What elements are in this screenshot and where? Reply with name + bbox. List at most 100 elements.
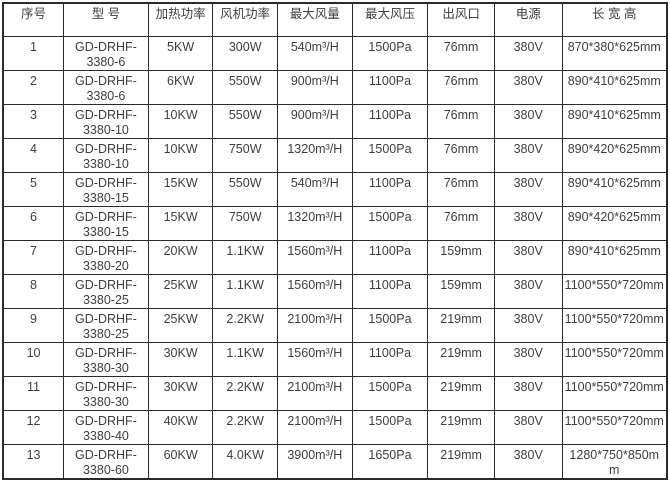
cell-power-supply: 380V — [493, 274, 563, 309]
cell-max-pressure: 1100Pa — [351, 104, 429, 139]
cell-air-outlet: 219mm — [427, 308, 495, 343]
cell-fan-power: 4.0KW — [212, 444, 278, 480]
cell-max-pressure: 1650Pa — [351, 444, 429, 480]
cell-air-outlet: 76mm — [427, 206, 495, 241]
cell-max-airflow: 900m³/H — [276, 104, 353, 139]
cell-serial-number: 1 — [2, 36, 65, 71]
cell-power-supply: 380V — [493, 376, 563, 411]
cell-model: GD-DRHF-3380-30 — [63, 376, 149, 411]
cell-serial-number: 7 — [2, 240, 65, 275]
cell-air-outlet: 76mm — [427, 70, 495, 105]
cell-power-supply: 380V — [493, 104, 563, 139]
cell-fan-power: 1.1KW — [212, 342, 278, 377]
cell-power-supply: 380V — [493, 36, 563, 71]
cell-max-airflow: 2100m³/H — [276, 410, 353, 445]
cell-model: GD-DRHF-3380-25 — [63, 274, 149, 309]
cell-fan-power: 2.2KW — [212, 308, 278, 343]
cell-model: GD-DRHF-3380-10 — [63, 104, 149, 139]
cell-heating-power: 30KW — [147, 342, 214, 377]
cell-heating-power: 60KW — [147, 444, 214, 480]
table-row: 1 GD-DRHF-3380-6 5KW 300W 540m³/H 1500Pa… — [2, 36, 668, 71]
cell-fan-power: 750W — [212, 206, 278, 241]
cell-dimensions: 1100*550*720mm — [561, 376, 668, 411]
cell-dimensions: 1280*750*850mm — [561, 444, 668, 480]
cell-max-pressure: 1100Pa — [351, 342, 429, 377]
cell-max-pressure: 1500Pa — [351, 376, 429, 411]
cell-model: GD-DRHF-3380-6 — [63, 36, 149, 71]
cell-air-outlet: 219mm — [427, 342, 495, 377]
cell-max-pressure: 1500Pa — [351, 138, 429, 173]
cell-dimensions: 1100*550*720mm — [561, 274, 668, 309]
cell-heating-power: 15KW — [147, 172, 214, 207]
cell-power-supply: 380V — [493, 410, 563, 445]
cell-fan-power: 2.2KW — [212, 376, 278, 411]
cell-max-pressure: 1500Pa — [351, 36, 429, 71]
cell-max-airflow: 900m³/H — [276, 70, 353, 105]
cell-heating-power: 10KW — [147, 138, 214, 173]
cell-heating-power: 10KW — [147, 104, 214, 139]
cell-dimensions: 1100*550*720mm — [561, 410, 668, 445]
cell-max-airflow: 1560m³/H — [276, 342, 353, 377]
cell-max-pressure: 1500Pa — [351, 206, 429, 241]
cell-max-airflow: 1560m³/H — [276, 274, 353, 309]
cell-fan-power: 550W — [212, 104, 278, 139]
cell-heating-power: 25KW — [147, 274, 214, 309]
cell-power-supply: 380V — [493, 240, 563, 275]
table-row: 5 GD-DRHF-3380-15 15KW 550W 540m³/H 1100… — [2, 172, 668, 207]
cell-max-pressure: 1500Pa — [351, 410, 429, 445]
table-row: 11 GD-DRHF-3380-30 30KW 2.2KW 2100m³/H 1… — [2, 376, 668, 411]
cell-air-outlet: 76mm — [427, 104, 495, 139]
cell-max-airflow: 2100m³/H — [276, 376, 353, 411]
column-header-heating-power: 加热功率 — [147, 2, 214, 37]
cell-power-supply: 380V — [493, 138, 563, 173]
cell-model: GD-DRHF-3380-30 — [63, 342, 149, 377]
table-row: 8 GD-DRHF-3380-25 25KW 1.1KW 1560m³/H 11… — [2, 274, 668, 309]
cell-max-airflow: 540m³/H — [276, 172, 353, 207]
column-header-fan-power: 风机功率 — [212, 2, 278, 37]
cell-serial-number: 9 — [2, 308, 65, 343]
cell-heating-power: 20KW — [147, 240, 214, 275]
cell-power-supply: 380V — [493, 342, 563, 377]
table-row: 2 GD-DRHF-3380-6 6KW 550W 900m³/H 1100Pa… — [2, 70, 668, 105]
cell-serial-number: 10 — [2, 342, 65, 377]
cell-fan-power: 1.1KW — [212, 274, 278, 309]
cell-power-supply: 380V — [493, 206, 563, 241]
cell-max-pressure: 1500Pa — [351, 308, 429, 343]
cell-dimensions: 890*420*625mm — [561, 138, 668, 173]
cell-serial-number: 6 — [2, 206, 65, 241]
cell-air-outlet: 219mm — [427, 376, 495, 411]
cell-model: GD-DRHF-3380-60 — [63, 444, 149, 480]
cell-model: GD-DRHF-3380-6 — [63, 70, 149, 105]
cell-power-supply: 380V — [493, 172, 563, 207]
cell-heating-power: 15KW — [147, 206, 214, 241]
cell-serial-number: 11 — [2, 376, 65, 411]
cell-air-outlet: 159mm — [427, 240, 495, 275]
cell-max-airflow: 1320m³/H — [276, 138, 353, 173]
column-header-max-pressure: 最大风压 — [351, 2, 429, 37]
table-header: 序号 型 号 加热功率 风机功率 最大风量 最大风压 出风口 电源 长 宽 高 — [2, 2, 668, 37]
cell-fan-power: 300W — [212, 36, 278, 71]
cell-max-airflow: 540m³/H — [276, 36, 353, 71]
table-row: 10 GD-DRHF-3380-30 30KW 1.1KW 1560m³/H 1… — [2, 342, 668, 377]
table-row: 12 GD-DRHF-3380-40 40KW 2.2KW 2100m³/H 1… — [2, 410, 668, 445]
column-header-power-supply: 电源 — [493, 2, 563, 37]
cell-fan-power: 2.2KW — [212, 410, 278, 445]
table-row: 9 GD-DRHF-3380-25 25KW 2.2KW 2100m³/H 15… — [2, 308, 668, 343]
cell-serial-number: 13 — [2, 444, 65, 480]
cell-max-pressure: 1100Pa — [351, 172, 429, 207]
cell-air-outlet: 159mm — [427, 274, 495, 309]
column-header-serial-number: 序号 — [2, 2, 65, 37]
cell-heating-power: 40KW — [147, 410, 214, 445]
cell-serial-number: 12 — [2, 410, 65, 445]
column-header-dimensions: 长 宽 高 — [561, 2, 668, 37]
cell-model: GD-DRHF-3380-25 — [63, 308, 149, 343]
cell-air-outlet: 76mm — [427, 172, 495, 207]
cell-model: GD-DRHF-3380-15 — [63, 172, 149, 207]
cell-serial-number: 4 — [2, 138, 65, 173]
table-row: 4 GD-DRHF-3380-10 10KW 750W 1320m³/H 150… — [2, 138, 668, 173]
cell-dimensions: 890*420*625mm — [561, 206, 668, 241]
cell-heating-power: 25KW — [147, 308, 214, 343]
cell-fan-power: 550W — [212, 70, 278, 105]
cell-max-airflow: 1560m³/H — [276, 240, 353, 275]
